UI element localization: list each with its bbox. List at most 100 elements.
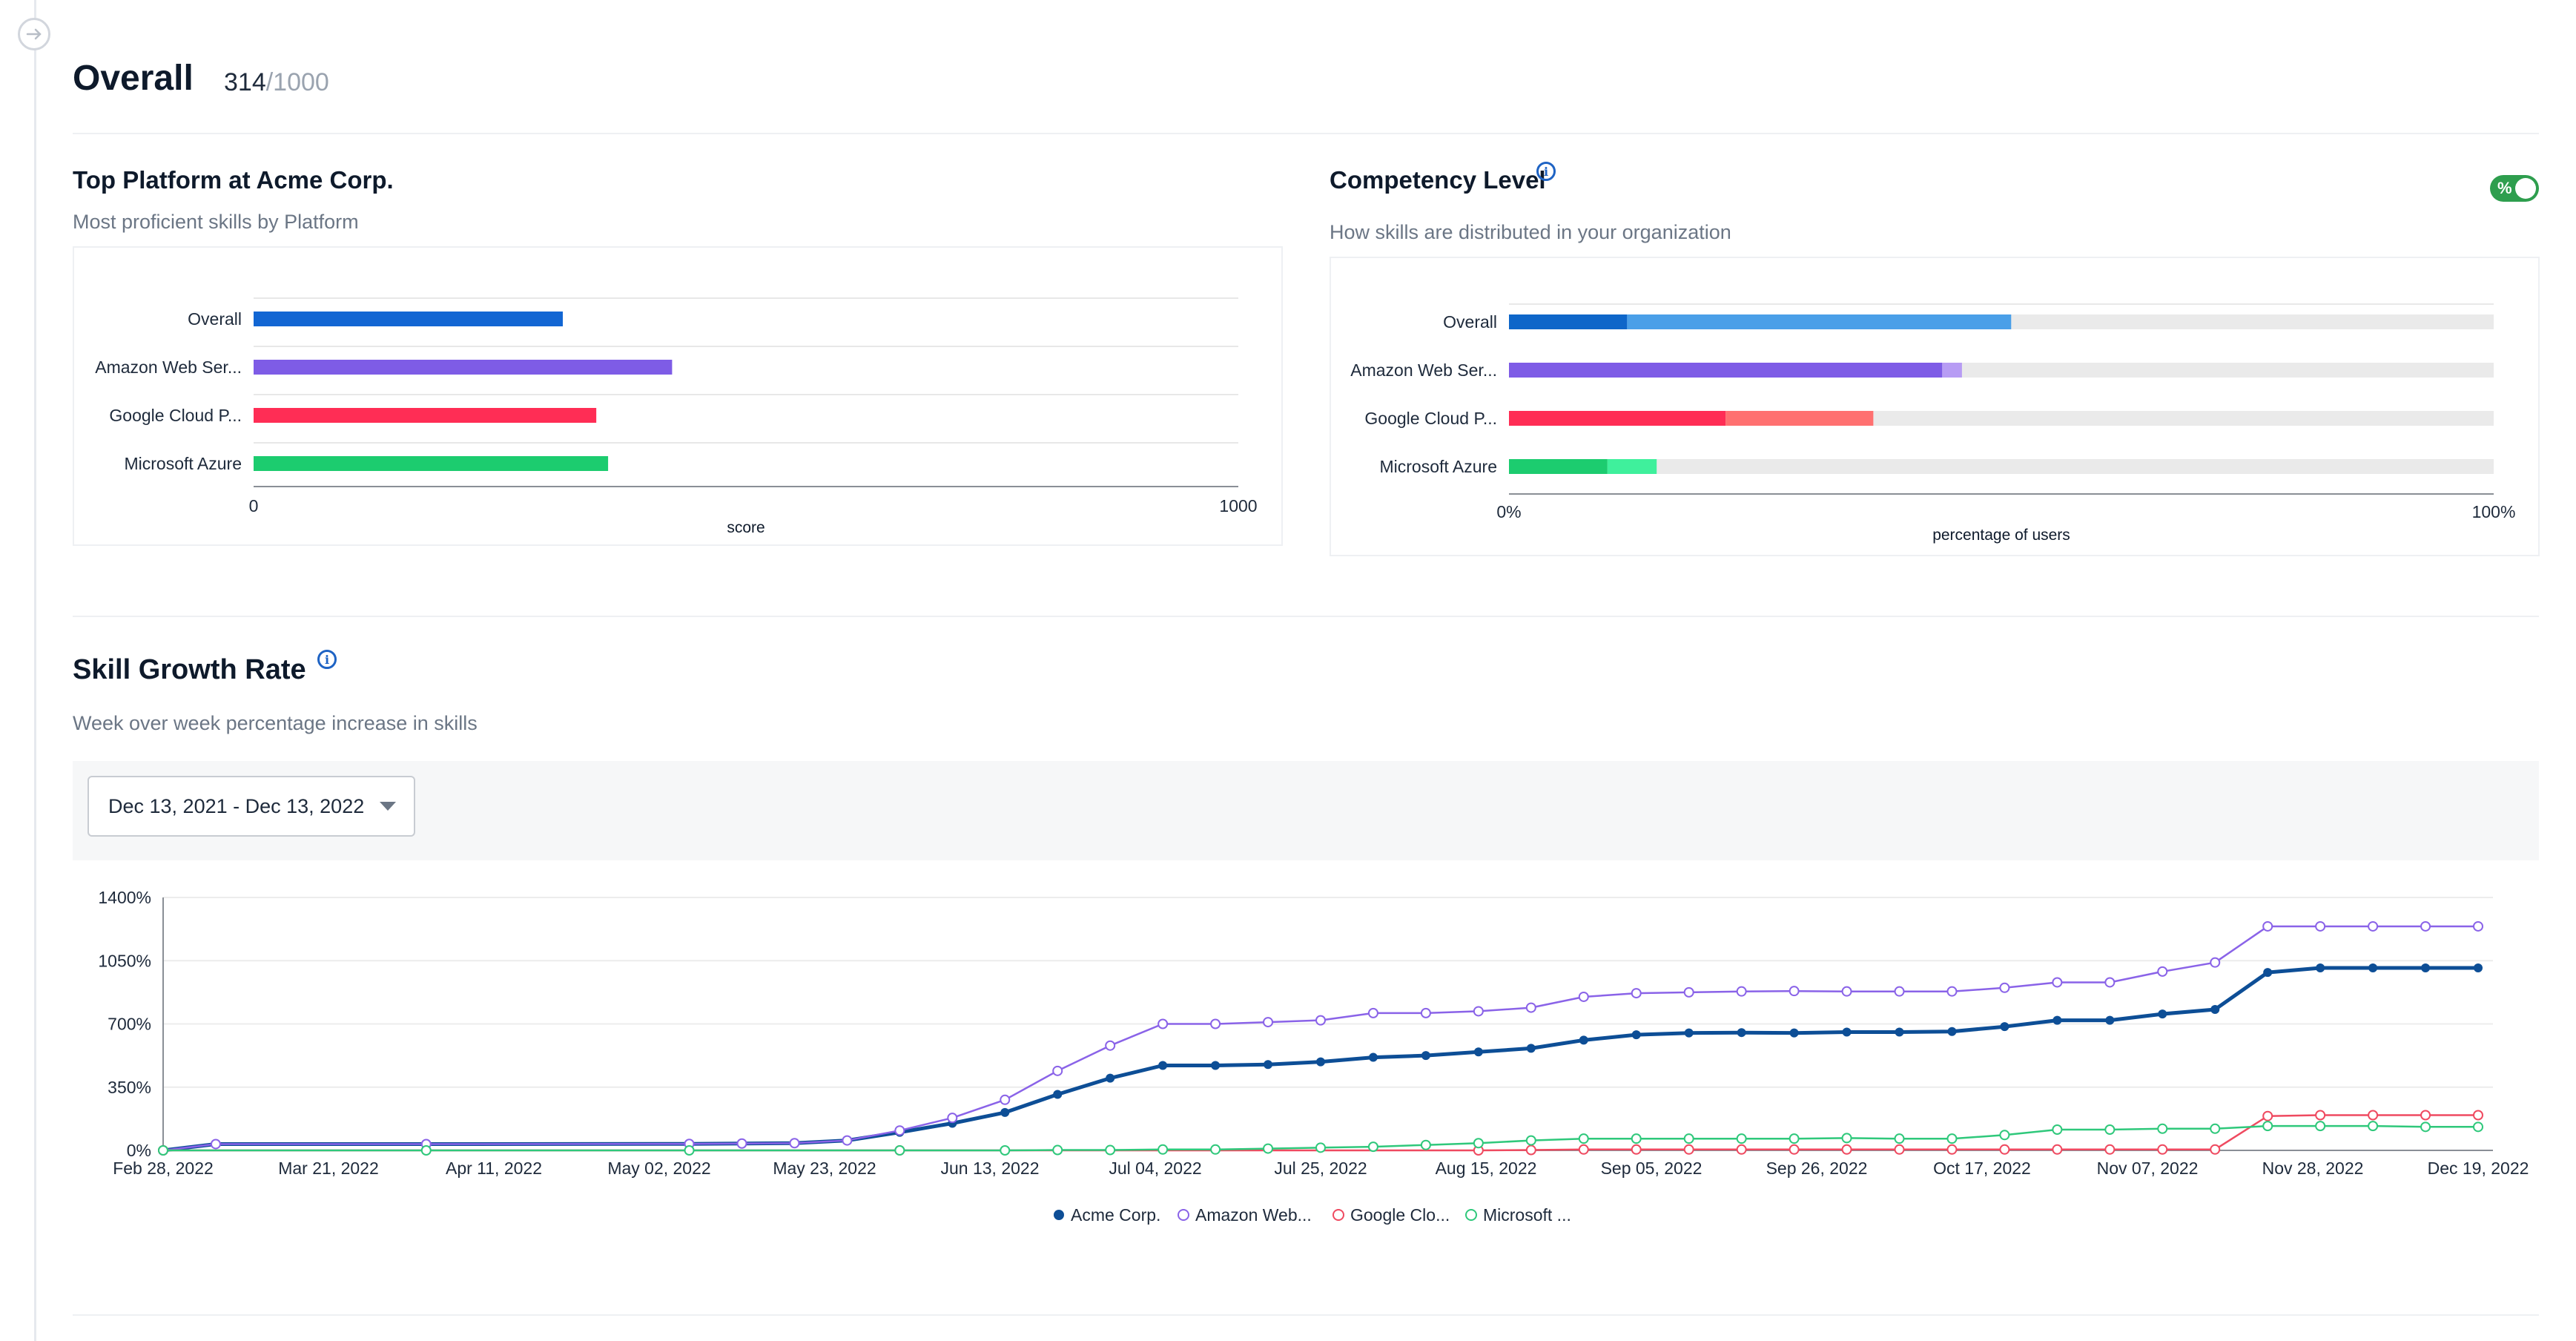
data-point [2421, 963, 2431, 972]
data-point [2157, 1123, 2168, 1134]
toggle-knob [2515, 178, 2536, 199]
data-point [2104, 1124, 2116, 1135]
data-point [2316, 963, 2325, 972]
bar [254, 408, 597, 423]
data-point [2210, 1005, 2220, 1015]
data-point [1894, 1133, 1905, 1144]
top-platform-title: Top Platform at Acme Corp. [73, 166, 394, 194]
category-label: Google Cloud P... [109, 406, 242, 425]
data-point [1158, 1061, 1168, 1070]
top-platform-card: Overall Amazon Web Ser... Google Cloud P..… [73, 246, 1283, 546]
data-point [1894, 986, 1905, 997]
data-point [1789, 1133, 1800, 1144]
competency-card: Overall Amazon Web Ser... Google Cloud P..… [1330, 257, 2540, 556]
bar-segment [1509, 314, 1628, 329]
data-point [842, 1135, 853, 1146]
legend-marker [1465, 1209, 1477, 1221]
data-point [736, 1138, 747, 1149]
data-point [2420, 1121, 2431, 1133]
info-icon[interactable]: i [317, 650, 337, 669]
data-point [1999, 1144, 2010, 1155]
data-point [1947, 1027, 1957, 1036]
data-point [1316, 1057, 1325, 1067]
category-label: Google Cloud P... [1364, 409, 1497, 428]
data-point [1946, 986, 1958, 997]
data-point [1473, 1047, 1483, 1057]
growth-chart: 0% 350% 700% 1050% 1400% Feb 28, 2022 Mar 21, … [98, 888, 2529, 1225]
legend-marker [1054, 1210, 1064, 1220]
data-point [1000, 1094, 1011, 1105]
legend-label: Acme Corp. [1071, 1205, 1160, 1225]
data-point [2368, 1121, 2379, 1132]
data-point [2315, 920, 2326, 932]
info-icon[interactable]: i [1536, 162, 1556, 181]
tick-label: 0% [1496, 502, 1521, 521]
data-point [1841, 1144, 1852, 1155]
data-point [1999, 982, 2010, 993]
data-point [2473, 1110, 2483, 1121]
tick-label: 100% [2472, 502, 2516, 521]
data-point [1683, 1133, 1694, 1144]
competency-chart: Overall Amazon Web Ser... Google Cloud P..… [1350, 303, 2516, 544]
x-axis-label: percentage of users [1932, 527, 2070, 544]
data-point [1263, 1017, 1274, 1028]
data-point [1000, 1107, 1010, 1117]
bar [254, 456, 609, 471]
legend-marker [1178, 1209, 1189, 1221]
data-point [1105, 1040, 1116, 1051]
x-tick-label: Nov 28, 2022 [2262, 1159, 2364, 1178]
data-point [1053, 1090, 1063, 1099]
data-point [1264, 1060, 1273, 1070]
data-point [1842, 1027, 1852, 1037]
page-title: Overall [73, 59, 194, 98]
arrow-right-circle-icon [26, 28, 42, 40]
expand-sidebar-button[interactable] [18, 18, 50, 50]
data-point [2104, 1144, 2116, 1155]
data-point [947, 1113, 958, 1124]
left-rail [34, 0, 36, 1341]
tick-label: 1000 [1219, 496, 1257, 515]
data-point [1894, 1144, 1905, 1155]
data-point [1631, 1133, 1642, 1144]
category-label: Overall [188, 309, 242, 329]
top-platform-subtitle: Most proficient skills by Platform [73, 211, 359, 233]
caret-down-icon [380, 802, 396, 811]
bar-track [1509, 459, 2494, 474]
y-tick-label: 1050% [98, 951, 151, 970]
x-tick-label: Jul 04, 2022 [1109, 1159, 1201, 1178]
data-point [2368, 920, 2379, 932]
percent-toggle-label: % [2497, 179, 2512, 197]
data-point [2420, 920, 2431, 932]
category-label: Amazon Web Ser... [95, 358, 242, 377]
bar-segment [1509, 459, 1608, 474]
data-point [1736, 1133, 1747, 1144]
x-axis-label: score [727, 519, 764, 536]
y-tick-label: 0% [127, 1141, 151, 1160]
data-point [1420, 1007, 1431, 1018]
data-point [2262, 920, 2273, 932]
data-point [1315, 1142, 1326, 1153]
data-point [1841, 986, 1852, 997]
data-point [2157, 1144, 2168, 1155]
data-point [1105, 1144, 1116, 1156]
data-point [1683, 1144, 1694, 1155]
x-tick-label: Sep 26, 2022 [1766, 1159, 1868, 1178]
percent-toggle[interactable]: % [2490, 175, 2539, 202]
x-tick-label: Oct 17, 2022 [1933, 1159, 2031, 1178]
bar [254, 360, 673, 375]
data-point [2052, 1015, 2062, 1025]
data-point [1525, 1144, 1536, 1156]
data-point [1211, 1061, 1221, 1070]
data-point [1052, 1144, 1063, 1156]
category-label: Microsoft Azure [1380, 457, 1498, 476]
data-point [2210, 1144, 2221, 1155]
data-point [2315, 1121, 2326, 1132]
date-range-select[interactable]: Dec 13, 2021 - Dec 13, 2022 [87, 776, 415, 837]
series-line [162, 925, 2478, 1152]
bar-segment [1627, 314, 2012, 329]
data-point [1737, 1028, 1746, 1038]
data-point [1525, 1135, 1536, 1146]
data-point [1420, 1139, 1431, 1150]
bar-segment [1607, 459, 1657, 474]
x-tick-label: Jun 13, 2022 [940, 1159, 1039, 1178]
